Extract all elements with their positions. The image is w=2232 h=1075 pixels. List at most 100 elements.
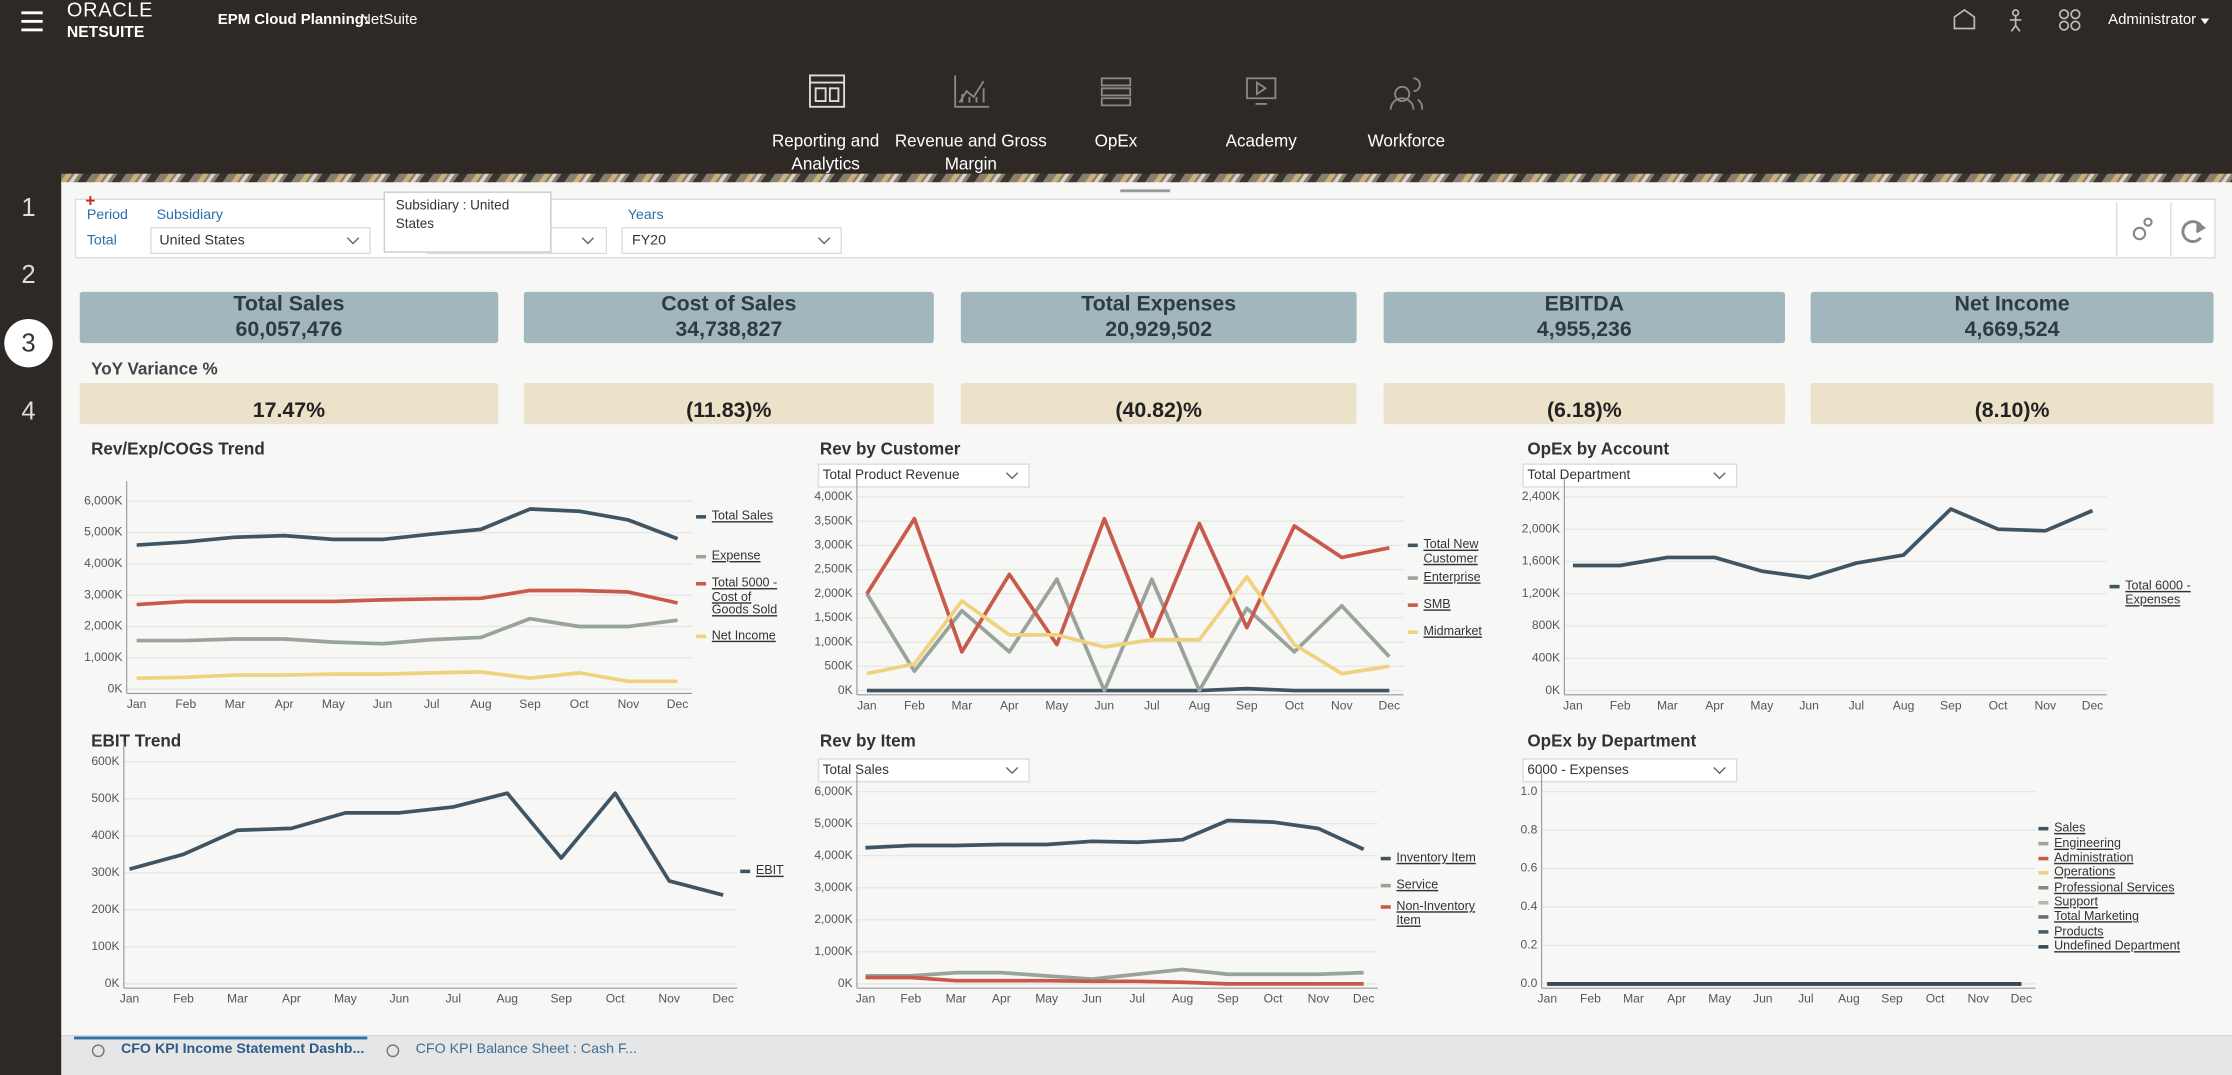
- legend-label: EBIT: [755, 864, 784, 878]
- chart-title: Rev/Exp/COGS Trend: [91, 439, 265, 458]
- nav-item[interactable]: Reporting and Analytics: [771, 130, 880, 173]
- y-tick-label: 400K: [1532, 650, 1560, 664]
- y-tick-label: 2,400K: [1522, 489, 1560, 503]
- nav-item[interactable]: Workforce: [1367, 130, 1446, 151]
- x-tick-label: Feb: [900, 992, 921, 1006]
- chart-title: EBIT Trend: [91, 731, 181, 750]
- y-tick-label: 0.0: [1521, 976, 1538, 990]
- series-line: [866, 686, 1390, 693]
- legend-label-box: EBIT: [755, 864, 784, 878]
- legend-label: Total Marketing: [2054, 909, 2139, 923]
- add-icon[interactable]: +: [85, 192, 95, 211]
- x-tick-label: May: [334, 992, 358, 1006]
- legend-label-box: Support: [2054, 895, 2098, 909]
- legend-label-box: SMB: [1423, 598, 1450, 610]
- chart-selector[interactable]: [817, 463, 1030, 488]
- y-tick-label: 1,500K: [814, 610, 852, 624]
- x-tick-label: Jan: [127, 697, 146, 711]
- x-tick-label: May: [1708, 992, 1732, 1006]
- legend-label-box: Engineering: [2054, 837, 2121, 849]
- tooltip: [383, 191, 552, 253]
- y-tick-label: 2,000K: [814, 586, 852, 600]
- x-tick-label: Oct: [1264, 992, 1283, 1006]
- x-tick-label: Sep: [1236, 698, 1258, 712]
- kpi-tile: [1810, 291, 2214, 344]
- logo-oracle: ORACLE: [67, 0, 153, 22]
- chart-selector-value: Total Department: [1527, 467, 1630, 482]
- logo-netsuite: NETSUITE: [67, 24, 144, 41]
- kpi-label: Total Sales: [233, 291, 344, 315]
- x-tick-label: Apr: [992, 992, 1011, 1006]
- x-tick-label: Apr: [1705, 698, 1724, 712]
- y-tick-label: 3,000K: [84, 587, 122, 601]
- nav-item[interactable]: Revenue and Gross Margin: [894, 130, 1047, 173]
- user-menu[interactable]: Administrator: [2108, 11, 2196, 28]
- y-tick-label: 0.4: [1521, 899, 1538, 913]
- x-tick-label: Nov: [618, 697, 640, 711]
- x-tick-label: Jun: [1799, 698, 1818, 712]
- x-tick-label: Jun: [373, 697, 392, 711]
- chart-selector[interactable]: [817, 758, 1030, 783]
- x-tick-label: Jun: [1082, 992, 1101, 1006]
- y-tick-label: 0K: [108, 681, 123, 695]
- subsidiary-label: Subsidiary: [157, 207, 224, 223]
- chart-selector[interactable]: [1522, 758, 1738, 783]
- x-tick-label: Aug: [497, 992, 519, 1006]
- y-tick-label: 3,500K: [814, 513, 852, 527]
- x-tick-label: Oct: [606, 992, 625, 1006]
- x-tick-label: Mar: [946, 992, 967, 1006]
- x-tick-label: Jul: [424, 697, 439, 711]
- legend-label: Non-Inventory Item: [1396, 899, 1476, 927]
- legend-label: Expense: [711, 549, 761, 563]
- settings-button[interactable]: [2132, 217, 2153, 241]
- legend-label-box: Non-Inventory Item: [1396, 899, 1476, 927]
- refresh-button[interactable]: [2181, 220, 2207, 243]
- kpi-value: 34,738,827: [675, 317, 782, 341]
- header-icons[interactable]: [1953, 8, 2081, 32]
- x-tick-label: Dec: [1379, 698, 1401, 712]
- x-tick-label: Apr: [275, 697, 294, 711]
- nav-item-box: Reporting and Analytics: [771, 130, 880, 173]
- x-tick-label: Jul: [1129, 992, 1144, 1006]
- x-tick-label: Feb: [1610, 698, 1631, 712]
- kpi-label: Net Income: [1955, 291, 2070, 315]
- nav-icon: [1389, 77, 1424, 110]
- subsidiary-dropdown[interactable]: [150, 227, 371, 255]
- y-tick-label: 5,000K: [84, 525, 122, 539]
- y-tick-label: 1,000K: [814, 634, 852, 648]
- kpi-value: 20,929,502: [1105, 317, 1212, 341]
- legend-label-box: Total 6000 - Expenses: [2125, 580, 2190, 606]
- tab[interactable]: CFO KPI Income Statement Dashb...: [121, 1041, 364, 1057]
- years-value: FY20: [632, 232, 666, 248]
- rail-item[interactable]: 4: [21, 398, 35, 426]
- menu-button[interactable]: [21, 11, 43, 32]
- tab[interactable]: CFO KPI Balance Sheet : Cash F...: [416, 1041, 637, 1057]
- rail-item[interactable]: 3: [21, 329, 35, 357]
- x-tick-label: Nov: [658, 992, 680, 1006]
- legend-label-box: Sales: [2054, 822, 2085, 834]
- legend-label-box: Enterprise: [1423, 571, 1480, 583]
- rail-item[interactable]: 2: [21, 261, 35, 289]
- rail-item[interactable]: 1: [21, 194, 35, 222]
- chart-selector[interactable]: [1522, 463, 1738, 488]
- nav-item[interactable]: OpEx: [1094, 130, 1138, 151]
- y-tick-label: 0.8: [1521, 822, 1538, 836]
- y-tick-label: 400K: [91, 828, 119, 842]
- series-line: [129, 791, 724, 897]
- x-tick-label: Jul: [446, 992, 461, 1006]
- chart-selector-caret: [1005, 472, 1019, 480]
- x-tick-label: Dec: [2082, 698, 2104, 712]
- legend-label: Products: [2054, 924, 2104, 938]
- x-tick-label: Apr: [1667, 992, 1686, 1006]
- series-line: [136, 670, 678, 684]
- x-tick-label: Mar: [1623, 992, 1644, 1006]
- legend-label: Total New Customer: [1423, 538, 1479, 565]
- legend-label: Service: [1396, 878, 1439, 892]
- nav-item[interactable]: Academy: [1225, 130, 1297, 151]
- y-tick-label: 800K: [1532, 618, 1560, 632]
- legend-label: Support: [2054, 895, 2098, 909]
- years-dropdown[interactable]: [621, 227, 842, 255]
- legend-label-box: Undefined Department: [2054, 940, 2180, 952]
- period-value[interactable]: Total: [87, 232, 117, 248]
